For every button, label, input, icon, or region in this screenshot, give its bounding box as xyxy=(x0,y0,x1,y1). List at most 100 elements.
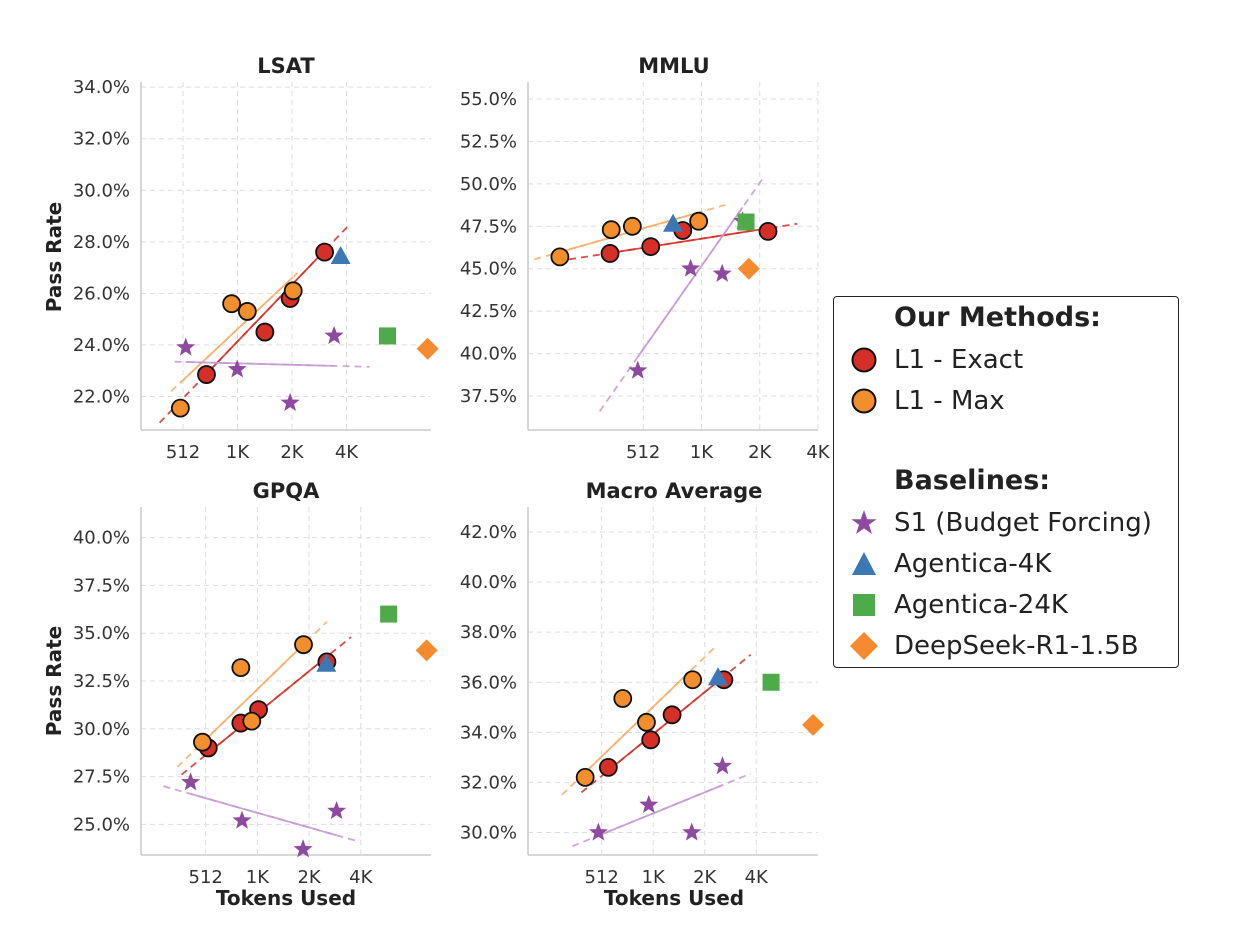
legend-item-deepseek: DeepSeek-R1-1.5B xyxy=(848,628,1139,664)
y-tick-label: 38.0% xyxy=(460,622,517,643)
trend-fit-l1-exact xyxy=(207,656,328,754)
point-agentica-24k xyxy=(378,327,396,345)
point-l1-max xyxy=(222,294,242,314)
y-tick-label: 52.5% xyxy=(460,131,517,152)
y-tick-label: 32.0% xyxy=(73,129,130,150)
point-agentica-4k xyxy=(708,667,729,686)
x-tick-label: 4K xyxy=(806,442,830,463)
x-tick-label: 1K xyxy=(690,442,714,463)
point-l1-exact xyxy=(600,244,620,263)
point-l1-max xyxy=(237,302,257,321)
point-l1-exact xyxy=(197,365,216,384)
point-l1-max xyxy=(294,635,313,655)
point-s1-budget-forcing xyxy=(232,810,252,829)
legend-label: Agentica-24K xyxy=(894,590,1068,620)
point-deepseek-r1-1-5b xyxy=(802,713,825,736)
point-agentica-24k xyxy=(737,213,755,231)
trend-fit-l1-max xyxy=(201,643,305,744)
legend-item-l1-max: L1 - Max xyxy=(848,383,1005,419)
legend-label: L1 - Exact xyxy=(894,345,1024,375)
y-tick-label: 30.0% xyxy=(73,180,130,201)
panel-title: LSAT xyxy=(257,54,315,78)
trend-fit-s1-budget-forcing xyxy=(637,206,744,358)
x-tick-label: 4K xyxy=(745,867,769,888)
y-tick-label: 35.0% xyxy=(73,623,130,644)
panel-mmlu: MMLU 37.5% 40.0% 42.5% 45.0% 47.5% 50.0% 52.5%… xyxy=(460,54,831,463)
point-deepseek-r1-1-5b xyxy=(415,639,438,662)
legend: Our Methods: L1 - Exact L1 - Max Baselin… xyxy=(833,296,1179,668)
point-s1-budget-forcing xyxy=(327,801,347,820)
point-l1-exact xyxy=(255,322,275,342)
point-s1-budget-forcing xyxy=(712,263,732,282)
plot-area: 37.5% 40.0% 42.5% 45.0% 47.5% 50.0% 52.5% 55.0%… xyxy=(460,82,831,463)
plot-area: 30.0% 32.0% 34.0% 36.0% 38.0% 40.0% 42.0% 512 1K… xyxy=(460,507,825,888)
y-tick-label: 36.0% xyxy=(460,672,517,693)
point-s1-budget-forcing xyxy=(293,839,313,858)
y-tick-label: 26.0% xyxy=(73,283,130,304)
point-s1-budget-forcing xyxy=(713,756,732,775)
point-l1-max xyxy=(689,211,709,231)
point-l1-max xyxy=(613,689,633,708)
trend-fit-s1-budget-forcing xyxy=(185,361,335,367)
legend-label: DeepSeek-R1-1.5B xyxy=(894,631,1139,661)
y-tick-label: 50.0% xyxy=(460,174,517,195)
point-l1-exact xyxy=(641,730,661,750)
y-tick-label: 34.0% xyxy=(73,77,130,98)
diamond-marker-icon xyxy=(850,632,878,660)
point-l1-max xyxy=(193,732,212,752)
point-l1-max xyxy=(575,767,595,787)
point-l1-exact xyxy=(598,757,618,777)
y-tick-label: 55.0% xyxy=(460,89,517,110)
legend-label: Agentica-4K xyxy=(894,549,1052,579)
point-deepseek-r1-1-5b xyxy=(416,337,439,360)
point-l1-exact xyxy=(315,242,334,262)
y-tick-label: 40.0% xyxy=(460,572,517,593)
point-agentica-24k xyxy=(762,673,780,691)
panel-title: MMLU xyxy=(638,54,709,78)
x-axis-label: Tokens Used xyxy=(216,886,356,910)
point-l1-max xyxy=(242,711,262,731)
y-tick-label: 37.5% xyxy=(460,386,517,407)
y-tick-label: 30.0% xyxy=(73,719,130,740)
trend-fit-s1-budget-forcing xyxy=(190,793,337,837)
plot-area: 22.0% 24.0% 26.0% 28.0% 30.0% 32.0% 34.0% 512 1K… xyxy=(73,77,439,463)
y-tick-label: 30.0% xyxy=(460,822,517,843)
triangle-marker-icon xyxy=(852,552,876,575)
point-l1-max xyxy=(683,670,703,690)
circle-marker-icon xyxy=(851,347,877,373)
x-tick-label: 1K xyxy=(642,867,666,888)
point-agentica-4k xyxy=(316,653,337,672)
point-l1-max xyxy=(550,247,570,267)
trend-fit-l1-exact xyxy=(607,675,725,772)
point-l1-exact xyxy=(641,237,661,257)
star-marker-icon xyxy=(851,510,877,534)
point-l1-max xyxy=(637,712,656,732)
x-axis-label: Tokens Used xyxy=(604,886,744,910)
point-s1-budget-forcing xyxy=(176,337,196,356)
panel-lsat: LSAT Pass Rate 22.0% 24.0% 26.0% 28.0% 30.0%… xyxy=(42,54,439,463)
legend-item-agentica-4k: Agentica-4K xyxy=(848,546,1051,582)
y-tick-label: 25.0% xyxy=(73,814,130,835)
point-s1-budget-forcing xyxy=(681,258,701,277)
trend-fit-l1-max xyxy=(179,276,294,384)
square-marker-icon xyxy=(853,594,875,616)
point-deepseek-r1-1-5b xyxy=(737,257,760,280)
x-tick-label: 512 xyxy=(585,867,619,888)
y-tick-label: 42.0% xyxy=(460,522,517,543)
x-tick-label: 4K xyxy=(349,867,373,888)
x-tick-label: 512 xyxy=(626,442,660,463)
panel-title: Macro Average xyxy=(586,479,763,503)
trend-fit-l1-exact xyxy=(205,249,326,375)
x-tick-label: 2K xyxy=(748,442,772,463)
point-l1-max xyxy=(170,398,190,418)
y-tick-label: 40.0% xyxy=(73,528,130,549)
plot-area: 25.0% 27.5% 30.0% 32.5% 35.0% 37.5% 40.0% 512 1K… xyxy=(73,507,438,888)
panel-title: GPQA xyxy=(253,479,320,503)
y-tick-label: 45.0% xyxy=(460,259,517,280)
y-tick-label: 28.0% xyxy=(73,232,130,253)
y-tick-label: 22.0% xyxy=(73,386,130,407)
legend-heading-baselines: Baselines: xyxy=(894,465,1051,496)
point-l1-max xyxy=(622,216,642,236)
point-l1-max xyxy=(601,220,621,240)
point-l1-exact xyxy=(662,705,682,725)
